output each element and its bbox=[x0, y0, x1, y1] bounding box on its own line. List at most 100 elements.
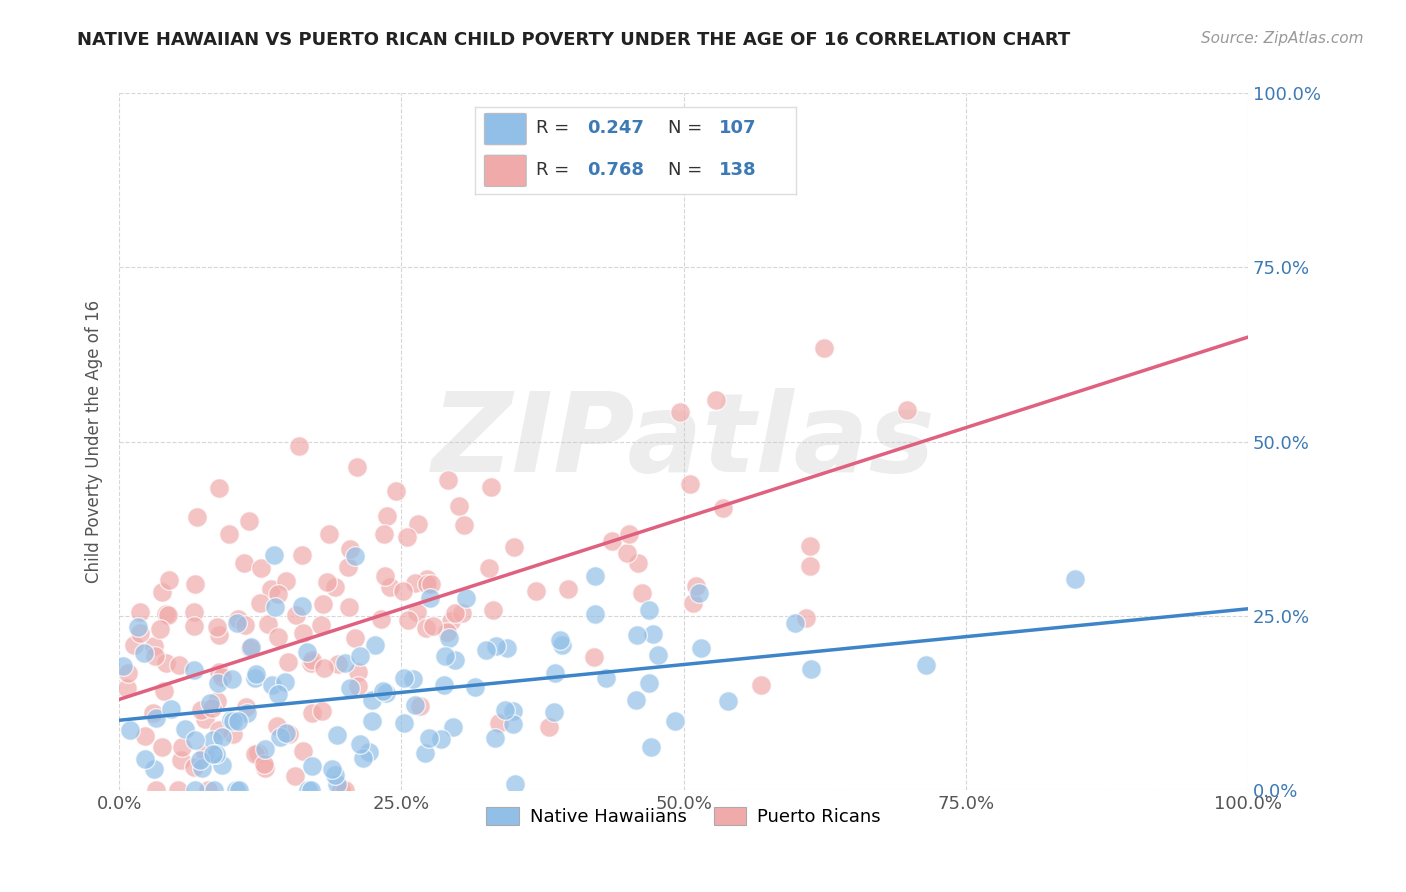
Point bbox=[157, 573, 180, 587]
Point bbox=[184, 732, 207, 747]
Point bbox=[640, 740, 662, 755]
Point bbox=[143, 648, 166, 663]
Point bbox=[396, 530, 419, 544]
Point bbox=[150, 584, 173, 599]
Point bbox=[502, 704, 524, 718]
Point bbox=[704, 393, 727, 408]
Point bbox=[453, 518, 475, 533]
Point bbox=[543, 705, 565, 719]
Point bbox=[278, 727, 301, 741]
Point bbox=[254, 741, 277, 756]
Point bbox=[174, 723, 197, 737]
Point bbox=[406, 605, 429, 619]
Point bbox=[495, 640, 517, 655]
Point bbox=[219, 713, 242, 727]
Point bbox=[494, 703, 516, 717]
Point bbox=[239, 640, 262, 655]
Point bbox=[1063, 572, 1085, 586]
Point bbox=[813, 342, 835, 356]
Point bbox=[478, 561, 501, 575]
Point bbox=[287, 439, 309, 453]
Point bbox=[208, 665, 231, 680]
Point bbox=[583, 650, 606, 665]
Point bbox=[128, 605, 150, 619]
Point bbox=[626, 628, 648, 642]
Point bbox=[602, 534, 624, 549]
Point bbox=[794, 610, 817, 624]
Point bbox=[225, 783, 247, 797]
Point bbox=[385, 483, 408, 498]
Point bbox=[204, 747, 226, 761]
Point bbox=[197, 783, 219, 797]
Point bbox=[301, 759, 323, 773]
Point bbox=[222, 727, 245, 741]
Point bbox=[690, 641, 713, 656]
Point bbox=[595, 671, 617, 685]
Point bbox=[167, 783, 190, 797]
Point bbox=[218, 526, 240, 541]
Point bbox=[226, 714, 249, 728]
Point bbox=[301, 706, 323, 720]
Point bbox=[273, 675, 295, 690]
Point bbox=[311, 705, 333, 719]
Point bbox=[346, 460, 368, 475]
Point bbox=[346, 665, 368, 680]
Point bbox=[326, 657, 349, 671]
Point bbox=[186, 510, 208, 524]
Y-axis label: Child Poverty Under the Age of 16: Child Poverty Under the Age of 16 bbox=[86, 300, 103, 583]
Point bbox=[335, 657, 357, 671]
Point bbox=[247, 746, 270, 760]
Point bbox=[120, 723, 142, 738]
Point bbox=[208, 481, 231, 495]
Point bbox=[488, 716, 510, 731]
Point bbox=[896, 402, 918, 417]
Point bbox=[183, 783, 205, 797]
Point bbox=[263, 549, 285, 563]
Point bbox=[444, 607, 467, 621]
Point bbox=[142, 706, 165, 721]
Point bbox=[404, 698, 426, 712]
Point bbox=[419, 591, 441, 605]
Point bbox=[321, 762, 343, 776]
Point bbox=[309, 618, 332, 632]
Point bbox=[474, 643, 496, 657]
Point bbox=[159, 702, 181, 716]
Point bbox=[291, 599, 314, 614]
Point bbox=[149, 622, 172, 636]
Point bbox=[318, 527, 340, 541]
Point bbox=[482, 603, 505, 617]
Text: Source: ZipAtlas.com: Source: ZipAtlas.com bbox=[1201, 31, 1364, 46]
Point bbox=[337, 599, 360, 614]
Point bbox=[664, 714, 686, 729]
Point bbox=[682, 596, 704, 610]
Point bbox=[349, 648, 371, 663]
Point bbox=[183, 605, 205, 619]
Point bbox=[260, 582, 283, 596]
Point bbox=[422, 619, 444, 633]
Point bbox=[361, 693, 384, 707]
Point bbox=[228, 783, 250, 797]
Point bbox=[374, 568, 396, 582]
Point bbox=[323, 768, 346, 782]
Point bbox=[450, 606, 472, 620]
Point bbox=[222, 714, 245, 728]
Point bbox=[408, 516, 430, 531]
Point bbox=[311, 597, 333, 611]
Point bbox=[285, 607, 308, 622]
Point bbox=[688, 586, 710, 600]
Point bbox=[373, 526, 395, 541]
Point bbox=[344, 632, 367, 646]
Point bbox=[194, 747, 217, 761]
Point bbox=[551, 638, 574, 652]
Point bbox=[262, 677, 284, 691]
Point bbox=[221, 672, 243, 686]
Point bbox=[299, 783, 322, 797]
Point bbox=[333, 783, 356, 797]
Point bbox=[409, 699, 432, 714]
Point bbox=[339, 681, 361, 695]
Point bbox=[437, 473, 460, 487]
Point bbox=[267, 630, 290, 644]
Point bbox=[914, 657, 936, 672]
Point bbox=[117, 665, 139, 680]
Point bbox=[548, 633, 571, 648]
